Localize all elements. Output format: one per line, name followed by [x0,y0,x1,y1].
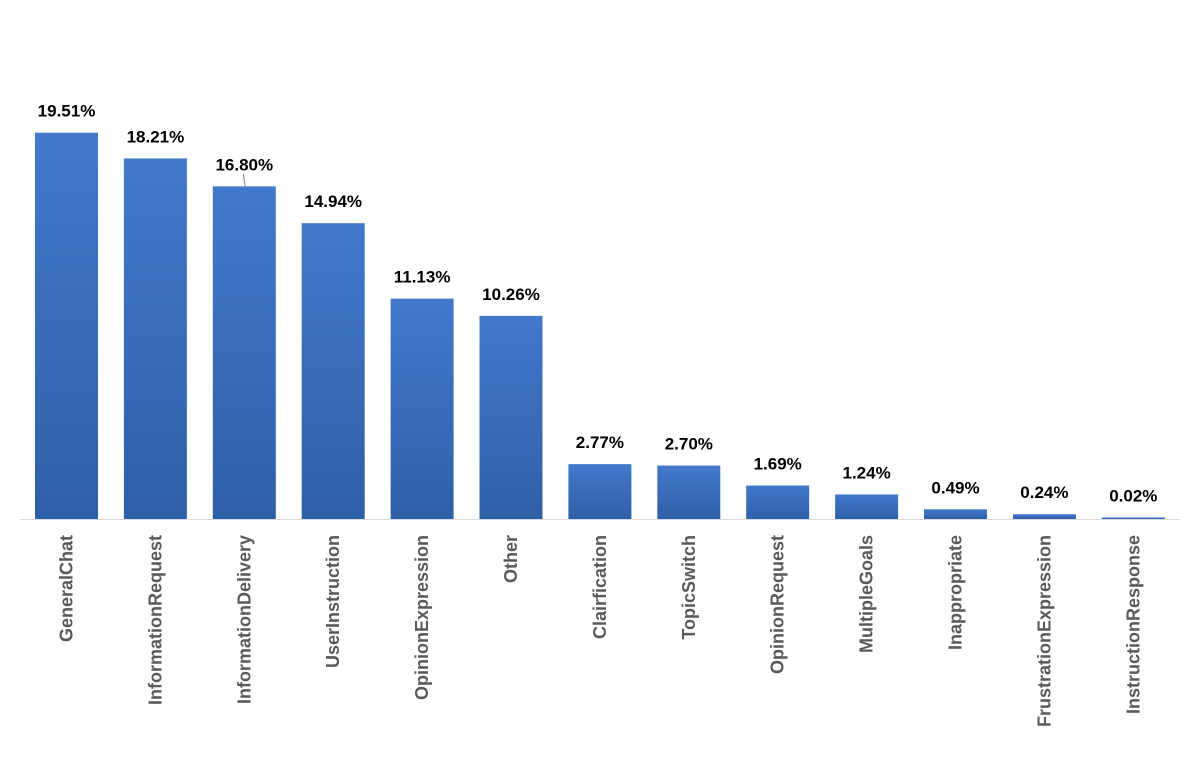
x-tick-label: Clairfication [590,535,610,639]
x-tick-label: TopicSwitch [679,535,699,640]
x-tick-label: UserInstruction [323,535,343,668]
value-label: 2.70% [665,435,713,454]
value-label: 0.49% [931,478,979,497]
value-label: 0.02% [1109,487,1157,506]
x-tick-label: OpinionRequest [768,535,788,674]
x-tick-label: FrustrationExpression [1034,535,1054,727]
x-tick-label: Inappropriate [946,535,966,650]
bar-opinionexpression [390,298,454,519]
category-tick-labels-group: GeneralChat InformationRequest Information… [57,535,1144,727]
value-label: 14.94% [304,192,362,211]
value-label: 1.24% [842,463,890,482]
value-label: 11.13% [394,268,451,287]
bar-topicswitch [657,465,721,519]
value-label: 0.24% [1020,483,1068,502]
x-tick-label: InformationRequest [145,535,165,705]
x-tick-label: InstructionResponse [1123,535,1143,714]
bar-informationdelivery [212,186,276,520]
bar-frustrationexpression [1012,514,1076,519]
value-label: 2.77% [576,433,624,452]
x-tick-label: GeneralChat [57,535,77,642]
value-label: 16.80% [215,155,273,174]
value-label: 1.69% [754,455,802,474]
x-tick-label: InformationDelivery [234,535,254,704]
label-leader-line [242,174,246,187]
value-label: 10.26% [482,285,540,304]
value-label: 19.51% [38,102,96,121]
bar-userinstruction [301,223,365,520]
value-labels-group: 19.51% 18.21% 16.80% 14.94% 11.13% 10.26% 2.77… [38,102,1158,506]
bar-opinionrequest [746,485,810,519]
x-tick-label: MultipleGoals [857,535,877,653]
bar-other [479,315,543,519]
bar-generalchat [35,132,98,519]
bar-informationrequest [123,158,187,519]
x-tick-label: Other [501,535,521,583]
bars-group [35,132,1165,520]
value-label: 18.21% [127,127,185,146]
x-tick-label: OpinionExpression [412,535,432,700]
bar-clairfication [568,464,632,519]
bar-inappropriate [924,509,987,519]
bar-instructionresponse [1101,517,1165,519]
bar-multiplegoals [835,494,899,519]
